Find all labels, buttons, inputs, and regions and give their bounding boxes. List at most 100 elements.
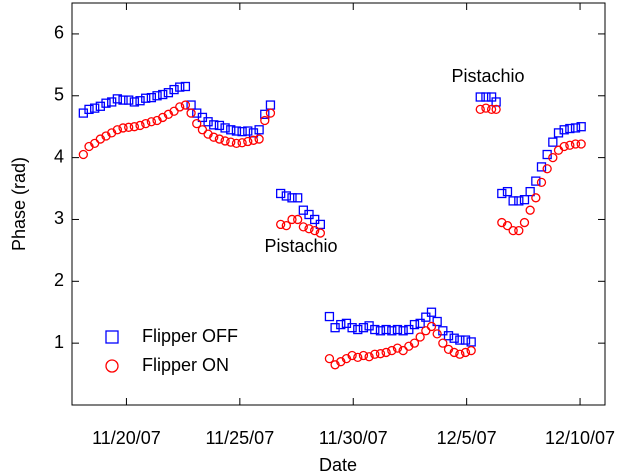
data-point [243, 126, 253, 136]
data-point [175, 102, 185, 112]
data-point [455, 335, 465, 345]
y-tick-label: 2 [54, 270, 64, 290]
data-point [475, 92, 485, 102]
legend-label: Flipper ON [142, 355, 229, 375]
data-point [353, 324, 363, 335]
data-point [214, 120, 225, 131]
data-point [260, 109, 270, 119]
data-point [265, 100, 276, 110]
data-point [135, 96, 145, 106]
annotation: Pistachio [264, 236, 337, 256]
data-point [124, 122, 134, 132]
data-point [281, 220, 291, 231]
data-point [324, 353, 335, 364]
data-point [375, 349, 386, 359]
data-point [175, 82, 185, 92]
data-point [519, 217, 530, 228]
data-point [276, 219, 286, 230]
data-point [553, 128, 564, 138]
data-point [491, 104, 501, 115]
y-tick-label: 1 [54, 332, 64, 352]
data-point [536, 162, 547, 172]
data-point [392, 324, 403, 335]
data-point [118, 123, 128, 133]
x-tick-label: 12/10/07 [545, 428, 615, 448]
data-point [353, 352, 363, 363]
data-point [460, 347, 471, 358]
data-point [421, 326, 431, 336]
data-point [180, 81, 191, 92]
data-point [347, 323, 357, 333]
data-point [124, 95, 134, 105]
data-point [192, 118, 202, 129]
data-point [381, 347, 391, 358]
data-point [90, 103, 100, 113]
x-tick-label: 11/20/07 [92, 428, 161, 448]
data-point [95, 101, 106, 111]
data-point [508, 225, 518, 236]
x-tick-label: 11/25/07 [205, 428, 274, 448]
data-point [481, 92, 491, 102]
data-point [559, 125, 569, 135]
data-point [502, 220, 513, 231]
y-axis-label: Phase (rad) [9, 157, 29, 251]
data-point [169, 84, 179, 95]
data-point [310, 225, 320, 236]
data-point [237, 126, 247, 137]
data-point [392, 343, 403, 353]
data-point [293, 214, 303, 225]
data-point [129, 97, 140, 107]
y-tick-label: 5 [54, 85, 64, 105]
data-point [449, 333, 459, 343]
data-point [497, 188, 507, 199]
data-point [370, 349, 380, 359]
data-point [298, 222, 308, 232]
data-point [281, 191, 291, 201]
data-point [243, 136, 253, 147]
data-point [358, 350, 369, 361]
data-point [78, 149, 88, 160]
data-point [226, 125, 236, 135]
y-tick-label: 4 [54, 146, 64, 166]
data-point [475, 104, 485, 115]
data-point [525, 205, 535, 215]
data-point [152, 91, 162, 101]
data-point [426, 307, 437, 317]
data-point [141, 118, 151, 129]
data-point [310, 214, 320, 225]
data-point [304, 209, 314, 220]
data-point [455, 349, 465, 359]
data-point [519, 195, 530, 205]
data-point [542, 164, 552, 174]
data-point [197, 125, 208, 135]
data-point [514, 225, 524, 236]
data-point [135, 120, 145, 131]
data-point [315, 228, 326, 238]
data-point [180, 100, 191, 110]
data-point [548, 152, 558, 163]
annotation: Pistachio [451, 66, 524, 86]
data-point [112, 94, 123, 104]
data-point [347, 350, 357, 361]
data-point [570, 139, 581, 149]
data-point [260, 115, 270, 126]
data-point [570, 123, 581, 133]
data-point [330, 323, 340, 333]
data-point [460, 335, 471, 345]
data-point [576, 122, 586, 132]
data-point [415, 332, 425, 342]
data-point [214, 134, 225, 144]
data-point [481, 103, 491, 113]
data-point [531, 193, 541, 203]
data-point [536, 177, 547, 188]
data-point [158, 89, 168, 100]
x-tick-label: 11/30/07 [319, 428, 388, 448]
legend-label: Flipper OFF [142, 326, 238, 346]
data-point [375, 326, 386, 336]
data-point [466, 345, 476, 356]
data-point [84, 104, 94, 115]
data-point [287, 193, 297, 203]
data-point [146, 117, 157, 127]
data-point [209, 120, 219, 130]
data-point [237, 138, 247, 148]
